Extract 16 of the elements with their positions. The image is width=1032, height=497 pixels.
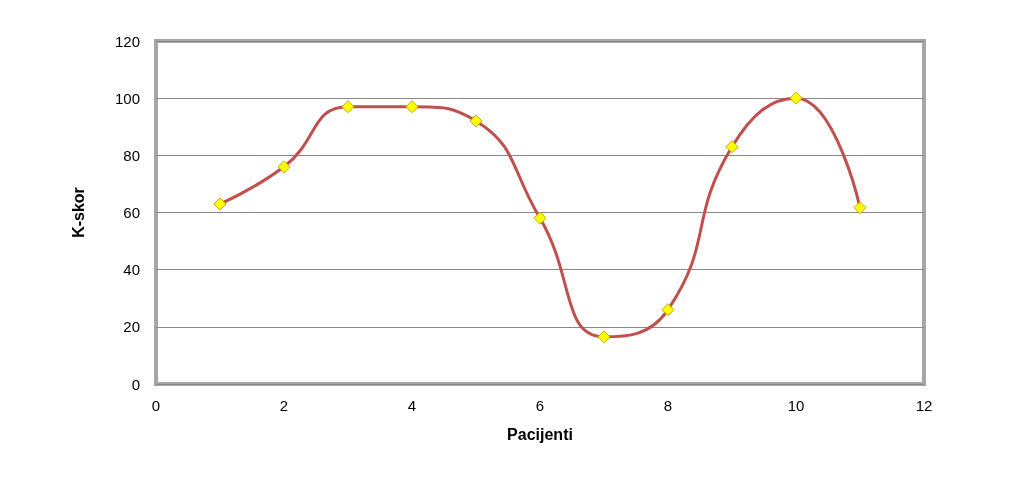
x-tick-label: 10 bbox=[787, 397, 805, 414]
x-axis-title: Pacijenti bbox=[507, 425, 573, 443]
y-tick-label: 60 bbox=[123, 204, 140, 221]
y-tick-label: 40 bbox=[123, 261, 140, 279]
y-tick-label: 80 bbox=[123, 146, 140, 164]
x-tick-label: 8 bbox=[663, 397, 673, 414]
y-tick-label: 100 bbox=[114, 89, 140, 107]
x-tick-label: 6 bbox=[535, 397, 545, 414]
y-tick-label: 20 bbox=[123, 318, 140, 336]
x-tick-label: 0 bbox=[151, 397, 161, 414]
y-tick-label: 120 bbox=[114, 32, 140, 50]
x-tick-label: 12 bbox=[915, 397, 933, 414]
x-tick-label: 2 bbox=[279, 397, 289, 414]
y-tick-label: 0 bbox=[131, 375, 140, 393]
y-axis-title: K-skor bbox=[69, 187, 87, 238]
x-tick-label: 4 bbox=[407, 397, 417, 414]
